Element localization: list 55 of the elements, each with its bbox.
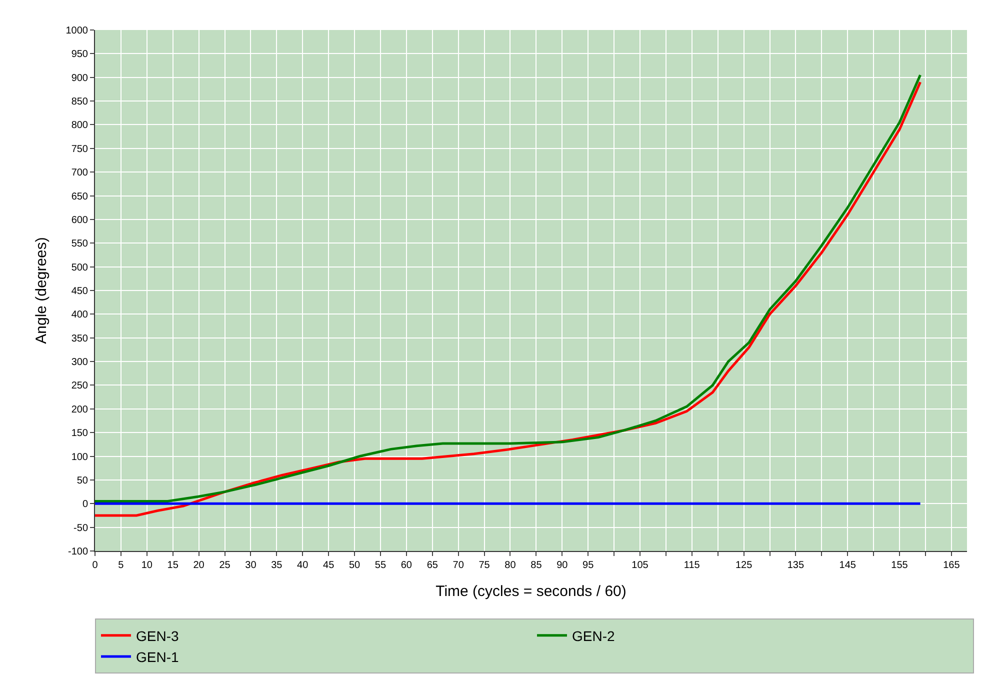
x-tick-label: 35	[271, 560, 283, 571]
x-axis-title: Time (cycles = seconds / 60)	[436, 583, 626, 600]
y-tick-label: 800	[71, 120, 88, 132]
x-tick-label: 145	[839, 560, 856, 571]
x-tick-label: 165	[943, 560, 960, 571]
x-tick-label: 15	[167, 560, 179, 571]
y-tick-label: 700	[71, 168, 88, 179]
x-tick-label: 85	[530, 560, 542, 571]
y-tick-label: 1000	[66, 26, 88, 36]
y-axis-title: Angle (degrees)	[33, 237, 50, 344]
y-tick-label: 550	[71, 238, 88, 250]
x-tick-label: 55	[374, 560, 386, 571]
x-tick-label: 70	[452, 560, 464, 571]
x-tick-label: 75	[478, 560, 490, 571]
y-tick-label: 850	[71, 96, 88, 108]
y-tick-label: 500	[71, 262, 88, 274]
x-tick-label: 60	[400, 560, 412, 571]
x-tick-label: 20	[193, 560, 205, 571]
legend-label: GEN-1	[136, 648, 179, 665]
y-tick-label: 250	[71, 380, 88, 392]
y-tick-label: 450	[71, 286, 88, 297]
x-tick-label: 65	[426, 560, 438, 571]
x-tick-label: 0	[92, 560, 98, 571]
x-tick-label: 5	[118, 560, 124, 571]
x-tick-label: 155	[891, 560, 908, 571]
y-tick-label: 900	[71, 72, 88, 84]
x-tick-label: 50	[348, 560, 361, 571]
y-tick-label: 600	[71, 214, 88, 226]
legend-label: GEN-3	[136, 628, 179, 644]
x-tick-label: 105	[632, 560, 649, 571]
x-tick-label: 95	[582, 560, 594, 571]
y-tick-label: 300	[71, 357, 88, 368]
y-tick-label: 650	[71, 191, 88, 202]
x-tick-label: 80	[504, 560, 516, 571]
x-tick-label: 45	[323, 560, 335, 571]
y-tick-label: 0	[82, 499, 88, 510]
legend-label: GEN-2	[572, 628, 615, 644]
y-tick-label: -100	[68, 546, 88, 558]
x-tick-label: 135	[787, 560, 804, 571]
y-tick-label: 150	[71, 428, 88, 440]
x-tick-label: 10	[141, 560, 153, 571]
y-tick-label: 100	[71, 452, 88, 463]
x-tick-label: 30	[245, 560, 257, 571]
y-tick-label: 50	[76, 475, 88, 486]
y-tick-label: -50	[74, 522, 88, 534]
x-tick-label: 125	[735, 560, 753, 571]
x-tick-label: 90	[556, 560, 568, 571]
y-tick-label: 350	[71, 333, 88, 344]
x-tick-label: 115	[684, 560, 700, 571]
y-tick-label: 950	[71, 49, 88, 60]
x-tick-label: 25	[219, 560, 231, 571]
x-tick-label: 40	[297, 560, 309, 571]
y-tick-label: 750	[71, 144, 88, 155]
y-tick-label: 200	[71, 404, 88, 416]
y-tick-label: 400	[71, 310, 88, 321]
